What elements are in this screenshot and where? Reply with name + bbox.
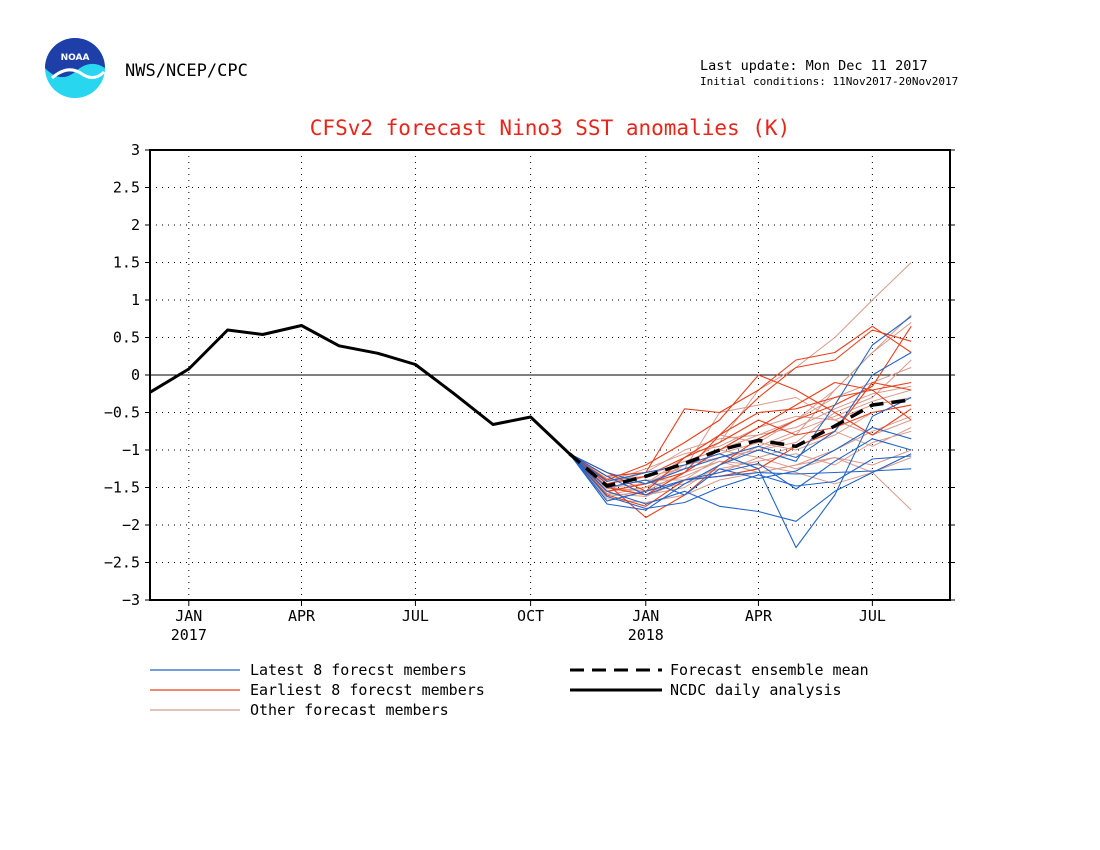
axes: 32.521.510.50−0.5−1−1.5−2−2.5−3JAN2017AP… <box>104 141 955 644</box>
legend-label-latest: Latest 8 forecst members <box>250 661 467 679</box>
legend-label-earliest: Earliest 8 forecst members <box>250 681 485 699</box>
y-tick-label: −3 <box>122 591 140 609</box>
latest-member-line <box>568 453 912 510</box>
y-tick-label: 2.5 <box>113 179 140 197</box>
y-tick-label: −1 <box>122 441 140 459</box>
y-tick-label: −2 <box>122 516 140 534</box>
x-tick-label: JAN <box>632 607 659 625</box>
latest-member-line <box>569 426 912 496</box>
ensemble-mean-line <box>568 398 912 488</box>
earliest-member-line <box>569 381 912 492</box>
noaa-logo-text: NOAA <box>61 53 90 63</box>
x-year-label: 2017 <box>171 626 207 644</box>
grid <box>150 150 950 600</box>
y-tick-label: −0.5 <box>104 404 140 422</box>
analysis-line <box>149 324 571 455</box>
earliest-member-line <box>568 381 912 507</box>
legend-label-ensemble_mean: Forecast ensemble mean <box>670 661 869 679</box>
latest-member-line <box>569 438 912 496</box>
x-tick-label: JUL <box>859 607 886 625</box>
legend-label-other: Other forecast members <box>250 701 449 719</box>
latest-member-line <box>569 352 912 485</box>
x-tick-label: APR <box>288 607 316 625</box>
chart-title: CFSv2 forecast Nino3 SST anomalies (K) <box>310 116 790 140</box>
other-member-line <box>569 449 912 497</box>
noaa-logo: NOAA <box>45 38 106 98</box>
other-member-line <box>569 389 912 496</box>
plot-frame <box>149 149 951 601</box>
y-tick-label: 2 <box>131 216 140 234</box>
y-tick-label: 1.5 <box>113 254 140 272</box>
last-update: Last update: Mon Dec 11 2017 <box>700 58 928 74</box>
legend: Latest 8 forecst members Earliest 8 forec… <box>150 661 869 719</box>
y-tick-label: −2.5 <box>104 554 140 572</box>
initial-conditions: Initial conditions: 11Nov2017-20Nov2017 <box>700 75 958 88</box>
legend-label-analysis: NCDC daily analysis <box>670 681 842 699</box>
x-year-label: 2018 <box>628 626 664 644</box>
latest-member-line <box>568 316 912 511</box>
latest-member-line <box>568 453 912 502</box>
other-member-line <box>569 415 912 492</box>
x-tick-label: JAN <box>175 607 202 625</box>
earliest-member-line <box>569 381 912 496</box>
agency-label: NWS/NCEP/CPC <box>125 61 248 81</box>
series-lines <box>149 262 912 549</box>
other-member-line <box>569 397 912 482</box>
x-tick-label: JUL <box>402 607 429 625</box>
earliest-member-line <box>569 325 912 477</box>
latest-member-line <box>569 397 912 549</box>
earliest-member-line <box>569 374 912 481</box>
y-tick-label: 1 <box>131 291 140 309</box>
y-tick-label: 0.5 <box>113 329 140 347</box>
y-tick-label: 3 <box>131 141 140 159</box>
y-tick-label: −1.5 <box>104 479 140 497</box>
y-tick-label: 0 <box>131 366 140 384</box>
x-tick-label: OCT <box>517 607 544 625</box>
x-tick-label: APR <box>745 607 773 625</box>
latest-member-line <box>569 453 912 522</box>
